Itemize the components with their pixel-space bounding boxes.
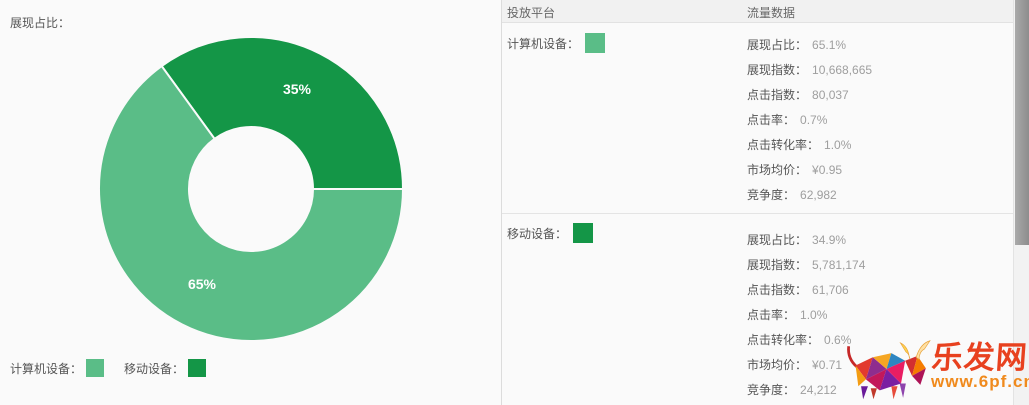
metric-value: 5,781,174 bbox=[812, 258, 866, 272]
device-label-mobile: 移动设备： bbox=[507, 226, 568, 241]
metric-label: 竞争度： bbox=[747, 383, 796, 397]
metric-row: 点击转化率： 1.0% bbox=[747, 133, 1029, 158]
metric-label: 展现指数： bbox=[747, 63, 808, 77]
pie-slice-mobile[interactable] bbox=[160, 36, 404, 190]
metric-row: 展现指数： 5,781,174 bbox=[747, 253, 1029, 278]
metric-value: 65.1% bbox=[812, 38, 847, 52]
metrics-computer: 展现占比： 65.1% 展现指数： 10,668,665 点击指数： 80,037 点… bbox=[747, 23, 1029, 208]
chart-legend: 计算机设备： 移动设备： bbox=[10, 359, 226, 377]
metric-label: 点击指数： bbox=[747, 283, 808, 297]
metric-label: 市场均价： bbox=[747, 163, 808, 177]
metric-label: 点击率： bbox=[747, 308, 796, 322]
metric-row: 点击率： 0.7% bbox=[747, 108, 1029, 133]
metric-value: 80,037 bbox=[812, 88, 849, 102]
legend-label-computer: 计算机设备： bbox=[10, 361, 83, 376]
device-label-computer: 计算机设备： bbox=[507, 36, 580, 51]
metric-value: 34.9% bbox=[812, 233, 847, 247]
metric-row: 点击指数： 80,037 bbox=[747, 83, 1029, 108]
metric-row: 点击指数： 61,706 bbox=[747, 278, 1029, 303]
metric-value: 1.0% bbox=[824, 138, 852, 152]
metric-label: 点击转化率： bbox=[747, 333, 820, 347]
metric-value: 0.6% bbox=[824, 333, 852, 347]
traffic-data-panel: 投放平台 流量数据 计算机设备： 展现占比： 65.1% 展现指数： 10,668,… bbox=[501, 0, 1029, 405]
bull-logo-icon bbox=[847, 340, 931, 400]
metric-value: 62,982 bbox=[800, 188, 837, 202]
metric-row: 点击率： 1.0% bbox=[747, 303, 1029, 328]
metric-row: 展现占比： 34.9% bbox=[747, 228, 1029, 253]
device-row-mobile: 移动设备： bbox=[507, 223, 594, 243]
donut-chart: 35% 65% bbox=[98, 36, 404, 342]
header-traffic: 流量数据 bbox=[747, 6, 796, 20]
watermark: 乐发网 www.6pf.cn bbox=[840, 332, 1029, 402]
metric-label: 竞争度： bbox=[747, 188, 796, 202]
metric-label: 点击转化率： bbox=[747, 138, 820, 152]
metric-label: 市场均价： bbox=[747, 358, 808, 372]
metric-row: 市场均价： ¥0.95 bbox=[747, 158, 1029, 183]
metric-value: 24,212 bbox=[800, 383, 837, 397]
section-mobile: 移动设备： 展现占比： 34.9% 展现指数： 5,781,174 点击指数： 61,… bbox=[502, 213, 1029, 405]
metric-label: 展现占比： bbox=[747, 38, 808, 52]
metric-value: 10,668,665 bbox=[812, 63, 873, 77]
vertical-scrollbar[interactable] bbox=[1013, 0, 1029, 405]
metric-value: 61,706 bbox=[812, 283, 849, 297]
legend-swatch-mobile bbox=[188, 359, 207, 377]
pie-slice-computer[interactable] bbox=[98, 65, 404, 342]
table-header: 投放平台 流量数据 bbox=[502, 0, 1029, 23]
metric-row: 竞争度： 24,212 bbox=[747, 378, 1029, 403]
legend-swatch-computer bbox=[86, 359, 105, 377]
metric-label: 展现指数： bbox=[747, 258, 808, 272]
device-row-computer: 计算机设备： bbox=[507, 33, 606, 53]
pie-label-computer: 65% bbox=[188, 276, 217, 292]
metric-value: 1.0% bbox=[800, 308, 828, 322]
metric-row: 竞争度： 62,982 bbox=[747, 183, 1029, 208]
metrics-mobile: 展现占比： 34.9% 展现指数： 5,781,174 点击指数： 61,706 点击… bbox=[747, 214, 1029, 403]
watermark-site-url: www.6pf.cn bbox=[931, 372, 1029, 391]
watermark-site-name: 乐发网 bbox=[930, 340, 1029, 375]
legend-item-computer[interactable]: 计算机设备： bbox=[10, 359, 105, 377]
device-swatch-computer bbox=[585, 33, 606, 53]
legend-label-mobile: 移动设备： bbox=[124, 361, 185, 376]
metric-row: 展现占比： 65.1% bbox=[747, 33, 1029, 58]
metric-label: 点击指数： bbox=[747, 88, 808, 102]
legend-item-mobile[interactable]: 移动设备： bbox=[124, 359, 207, 377]
metric-label: 展现占比： bbox=[747, 233, 808, 247]
metric-value: ¥0.95 bbox=[812, 163, 843, 177]
metric-row: 展现指数： 10,668,665 bbox=[747, 58, 1029, 83]
header-platform: 投放平台 bbox=[507, 6, 556, 20]
metric-label: 点击率： bbox=[747, 113, 796, 127]
section-computer: 计算机设备： 展现占比： 65.1% 展现指数： 10,668,665 点击指数： 8… bbox=[502, 23, 1029, 213]
chart-title: 展现占比： bbox=[10, 16, 71, 30]
metric-row: 点击转化率： 0.6% bbox=[747, 328, 1029, 353]
chart-panel: 展现占比： 35% 65% 计算机设备： 移动设备： bbox=[0, 0, 501, 405]
pie-label-mobile: 35% bbox=[283, 81, 312, 97]
metric-row: 市场均价： ¥0.71 bbox=[747, 353, 1029, 378]
device-swatch-mobile bbox=[573, 223, 594, 243]
scrollbar-thumb[interactable] bbox=[1015, 0, 1029, 245]
metric-value: 0.7% bbox=[800, 113, 828, 127]
metric-value: ¥0.71 bbox=[812, 358, 843, 372]
